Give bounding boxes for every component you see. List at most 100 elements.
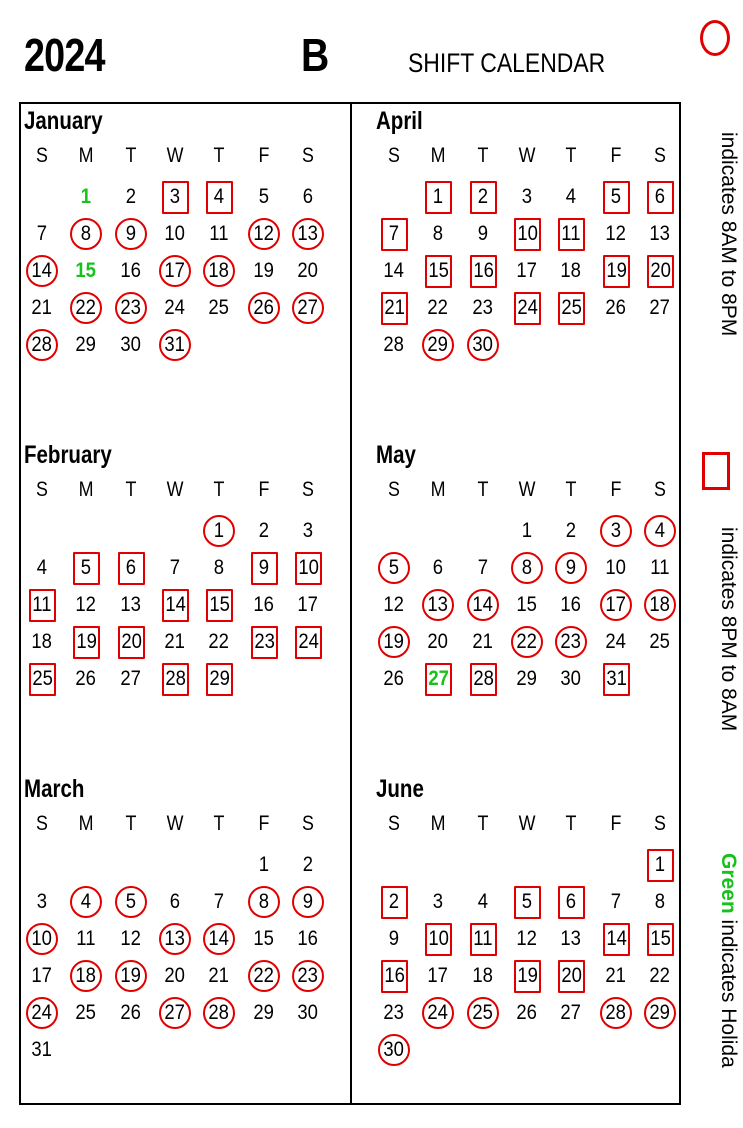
calendar-day-day-shift: 30 (467, 329, 499, 361)
calendar-day-night-shift: 31 (602, 662, 630, 696)
day-number: 9 (302, 890, 314, 913)
day-number: 12 (75, 593, 97, 616)
calendar-day: 6 (157, 886, 193, 918)
calendar-day: 29 (68, 329, 104, 361)
calendar-day-day-shift: 14 (467, 589, 499, 621)
day-number: 31 (31, 1038, 53, 1061)
calendar-day: 31 (24, 1034, 60, 1066)
calendar-day-night-shift: 24 (513, 291, 541, 325)
weekday-header: S (388, 478, 400, 501)
day-number: 16 (253, 593, 275, 616)
legend-circle-text: indicates 8AM to 8PM (717, 132, 740, 337)
calendar-day: 15 (509, 589, 545, 621)
weekday-header: S (302, 144, 314, 167)
day-number: 20 (649, 258, 671, 282)
calendar-day: 3 (509, 181, 545, 213)
day-number: 10 (297, 555, 319, 579)
day-number: 24 (427, 1001, 449, 1024)
calendar-day: 16 (553, 589, 589, 621)
calendar-day-night-shift: 1 (424, 180, 452, 214)
calendar-day: 2 (113, 181, 149, 213)
calendar-day-day-shift: 1 (203, 515, 235, 547)
calendar-day: 1 (509, 515, 545, 547)
calendar-day: 4 (553, 181, 589, 213)
calendar-day: 2 (246, 515, 282, 547)
day-number: 11 (650, 556, 670, 579)
month-march: March S M T W T F S 1 2 3 4 5 6 7 8 9 10 11 12 13 14 15 16 17 18 1… (24, 775, 334, 1105)
calendar-day: 12 (113, 923, 149, 955)
calendar-day-night-shift: 15 (424, 254, 452, 288)
month-january: January S M T W T F S 1 2 3 4 5 6 7 8 9 10 11 12 13 14 15 16 17 1… (24, 107, 334, 437)
calendar-day: 21 (157, 626, 193, 658)
day-number: 24 (605, 630, 627, 653)
calendar-day: 8 (642, 886, 678, 918)
day-number: 3 (610, 519, 622, 542)
day-number: 1 (213, 519, 225, 542)
day-number: 13 (164, 927, 186, 950)
calendar-day: 8 (201, 552, 237, 584)
calendar-day: 25 (68, 997, 104, 1029)
calendar-day: 18 (24, 626, 60, 658)
day-number: 21 (164, 630, 186, 653)
day-number: 8 (654, 890, 666, 913)
weekday-header: S (36, 144, 48, 167)
day-number: 16 (120, 259, 142, 282)
calendar-day-day-shift: 13 (422, 589, 454, 621)
calendar-day-day-shift: 18 (644, 589, 676, 621)
day-number: 5 (388, 556, 400, 579)
day-number: 16 (297, 927, 319, 950)
day-number: 30 (560, 667, 582, 690)
calendar-day: 30 (113, 329, 149, 361)
day-number: 20 (427, 630, 449, 653)
calendar-day: 2 (553, 515, 589, 547)
calendar-day: 13 (553, 923, 589, 955)
day-number: 31 (605, 666, 627, 690)
day-number: 9 (258, 555, 270, 579)
day-number: 19 (516, 963, 538, 987)
calendar-day-night-shift: 16 (380, 959, 408, 993)
day-number: 27 (560, 1001, 582, 1024)
day-number: 11 (76, 927, 96, 950)
day-number: 8 (80, 222, 92, 245)
calendar-day-night-shift: 10 (294, 551, 322, 585)
calendar-day-day-shift: 26 (248, 292, 280, 324)
calendar-day: 22 (201, 626, 237, 658)
day-number: 26 (516, 1001, 538, 1024)
weekday-header: S (654, 478, 666, 501)
calendar-day-day-shift: 8 (70, 218, 102, 250)
day-number: 5 (521, 889, 533, 913)
day-number: 30 (297, 1001, 319, 1024)
day-number: 4 (477, 890, 489, 913)
calendar-day: 25 (201, 292, 237, 324)
day-number: 30 (472, 333, 494, 356)
calendar-day-night-shift: 1 (646, 848, 674, 882)
day-number: 22 (427, 296, 449, 319)
calendar-day: 13 (642, 218, 678, 250)
day-number: 27 (120, 667, 142, 690)
calendar-day-day-shift: 27 (159, 997, 191, 1029)
calendar-day-day-shift: 25 (467, 997, 499, 1029)
calendar-day-day-shift: 28 (26, 329, 58, 361)
day-number: 12 (516, 927, 538, 950)
day-number: 25 (208, 296, 230, 319)
month-name: March (24, 775, 85, 803)
weekday-header: T (213, 812, 225, 835)
calendar-day-day-shift: 23 (292, 960, 324, 992)
day-number: 19 (383, 630, 405, 653)
weekday-header: T (125, 478, 137, 501)
calendar-day: 25 (642, 626, 678, 658)
day-number: 22 (75, 296, 97, 319)
day-number: 6 (565, 889, 577, 913)
month-may: May S M T W T F S 1 2 3 4 5 6 7 8 9 10 11 12 13 14 15 16 17 18 19 2… (376, 441, 686, 771)
day-number: 1 (80, 185, 92, 208)
calendar-day-day-shift: 9 (292, 886, 324, 918)
day-number: 15 (253, 927, 275, 950)
weekday-header: T (213, 144, 225, 167)
day-number: 8 (432, 222, 444, 245)
calendar-day: 19 (246, 255, 282, 287)
day-number: 15 (427, 258, 449, 282)
day-number: 4 (565, 185, 577, 208)
calendar-day-day-shift: 19 (378, 626, 410, 658)
day-number: 6 (654, 184, 666, 208)
day-number: 22 (649, 964, 671, 987)
